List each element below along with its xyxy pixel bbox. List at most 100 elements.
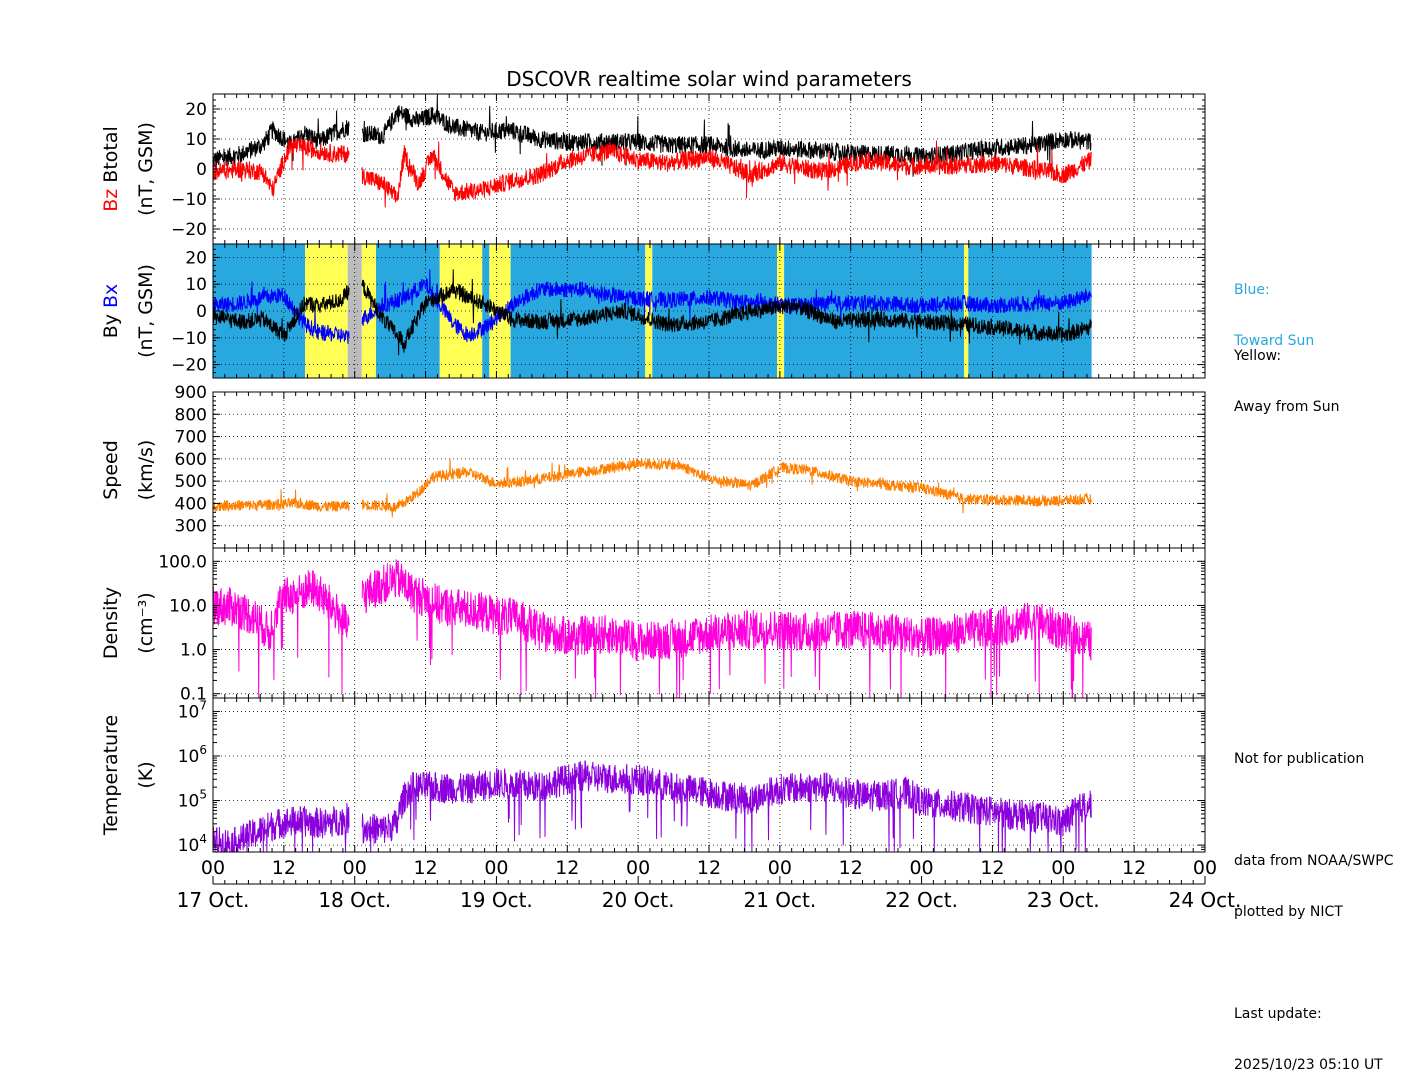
sector-unknown — [347, 244, 362, 378]
panels: −20 −10 0 10 20 Bz Btotal (nT, GSM) −20 −10 0 10 20… — [100, 93, 1206, 856]
x-tick-label: 00 — [343, 857, 367, 879]
plot-area-temperature — [213, 698, 1205, 852]
date-label: 17 Oct. — [177, 888, 250, 912]
y-axis-unit-density: (cm⁻³) — [135, 592, 157, 653]
y-tick-label: 500 — [175, 472, 207, 492]
x-tick-label: 00 — [1051, 857, 1075, 879]
x-tick-label: 12 — [697, 857, 721, 879]
sector-away — [964, 244, 969, 378]
credit-not-for-publication: Not for publication — [1234, 751, 1365, 767]
y-tick-label: 1.0 — [180, 641, 207, 661]
x-tick-label: 00 — [484, 857, 508, 879]
series-line-btotal — [213, 110, 350, 167]
series-line-bx — [213, 281, 350, 345]
y-tick-label: −10 — [171, 190, 207, 210]
y-axis-label-mag: Bz Btotal — [100, 126, 122, 212]
credit-last-update-time: 2025/10/23 05:10 UT — [1234, 1057, 1383, 1073]
series-line-density — [361, 559, 1092, 698]
series-line-bz — [361, 140, 1092, 208]
panel-imf: −20 −10 0 10 20 By Bx (nT, GSM) — [100, 243, 1206, 379]
x-tick-label: 12 — [272, 857, 296, 879]
y-tick-label: 10 — [185, 275, 207, 295]
y-tick-label: 900 — [175, 383, 207, 403]
series-line-bx — [361, 269, 1092, 343]
credits-note: Not for publication data from NOAA/SWPC … — [1234, 717, 1393, 1091]
panel-temperature: 104 105 106 107 Temperature (K) — [100, 697, 1206, 856]
x-tick-label: 00 — [626, 857, 650, 879]
date-label: 22 Oct. — [885, 888, 958, 912]
x-tick-label: 12 — [413, 857, 437, 879]
y-tick-label: −20 — [171, 220, 207, 240]
y-tick-label: 107 — [178, 698, 207, 722]
x-tick-label: 12 — [1122, 857, 1146, 879]
y-tick-label: 20 — [185, 100, 207, 120]
series-line-temperature — [213, 802, 350, 852]
date-label: 24 Oct. — [1169, 888, 1242, 912]
y-axis-label-temperature: Temperature — [100, 715, 122, 836]
y-axis-unit-temperature: (K) — [135, 761, 157, 788]
chart-title: DSCOVR realtime solar wind parameters — [506, 67, 912, 91]
y-tick-label: 600 — [175, 450, 207, 470]
date-label: 20 Oct. — [602, 888, 675, 912]
x-tick-label: 00 — [1193, 857, 1217, 879]
x-tick-label: 12 — [839, 857, 863, 879]
y-tick-label: 100.0 — [158, 552, 207, 572]
y-tick-label: 105 — [178, 788, 207, 812]
credit-last-update-label: Last update: — [1234, 1006, 1322, 1022]
plot-area-mag — [213, 94, 1205, 244]
x-tick-label: 00 — [768, 857, 792, 879]
plot-area-density — [213, 548, 1205, 698]
series-line-bz — [213, 137, 350, 197]
y-tick-label: 104 — [178, 832, 207, 856]
series-line-by — [361, 269, 1092, 356]
series-line-temperature — [361, 760, 1092, 852]
date-label: 21 Oct. — [743, 888, 816, 912]
series-line-speed — [213, 489, 350, 513]
legend-blue-note: Blue: Toward Sun — [1234, 248, 1314, 367]
y-tick-label: 0 — [196, 160, 207, 180]
legend-blue-desc: Toward Sun — [1234, 333, 1315, 349]
x-tick-label: 12 — [980, 857, 1004, 879]
y-tick-label: −10 — [171, 329, 207, 349]
date-label: 19 Oct. — [460, 888, 533, 912]
y-tick-label: 20 — [185, 248, 207, 268]
y-tick-label: 10 — [185, 130, 207, 150]
y-tick-label: 400 — [175, 494, 207, 514]
sector-away — [645, 244, 653, 378]
series-line-btotal — [361, 96, 1092, 177]
series-line-by — [213, 285, 350, 342]
sector-away — [361, 244, 376, 378]
legend-blue-label: Blue: — [1234, 282, 1270, 298]
legend-yellow-label: Yellow: — [1234, 348, 1282, 364]
legend-yellow-desc: Away from Sun — [1234, 399, 1340, 415]
y-axis-unit-speed: (km/s) — [135, 440, 157, 501]
panel-mag: −20 −10 0 10 20 Bz Btotal (nT, GSM) — [100, 93, 1206, 245]
credit-plotted-by: plotted by NICT — [1234, 904, 1343, 920]
solar-wind-figure: DSCOVR realtime solar wind parameters −2… — [100, 67, 1242, 912]
y-tick-label: 300 — [175, 517, 207, 537]
series-line-density — [213, 570, 350, 698]
date-label: 23 Oct. — [1027, 888, 1100, 912]
plot-area-imf — [213, 244, 1205, 378]
y-tick-label: 800 — [175, 405, 207, 425]
y-axis-label-speed: Speed — [100, 440, 122, 500]
legend-yellow-note: Yellow: Away from Sun — [1234, 314, 1339, 433]
y-axis-label-imf: By Bx — [100, 284, 122, 339]
y-tick-label: 700 — [175, 428, 207, 448]
y-tick-label: −20 — [171, 356, 207, 376]
x-tick-label: 00 — [201, 857, 225, 879]
y-tick-label: 0 — [196, 302, 207, 322]
credit-data-source: data from NOAA/SWPC — [1234, 853, 1394, 869]
x-axis: 00 12 00 12 00 12 00 12 00 12 00 12 00 12 00 17 Oct. 18 … — [177, 857, 1242, 912]
y-tick-label: 106 — [178, 743, 207, 767]
date-label: 18 Oct. — [318, 888, 391, 912]
panel-density: 0.1 1.0 10.0 100.0 Density (cm⁻³) — [100, 547, 1206, 705]
series-line-speed — [361, 457, 1092, 518]
x-tick-label: 00 — [909, 857, 933, 879]
y-tick-label: 10.0 — [169, 596, 207, 616]
y-axis-unit-mag: (nT, GSM) — [135, 122, 157, 216]
y-axis-unit-imf: (nT, GSM) — [135, 264, 157, 358]
plot-area-speed — [213, 392, 1205, 548]
y-axis-label-density: Density — [100, 587, 122, 659]
